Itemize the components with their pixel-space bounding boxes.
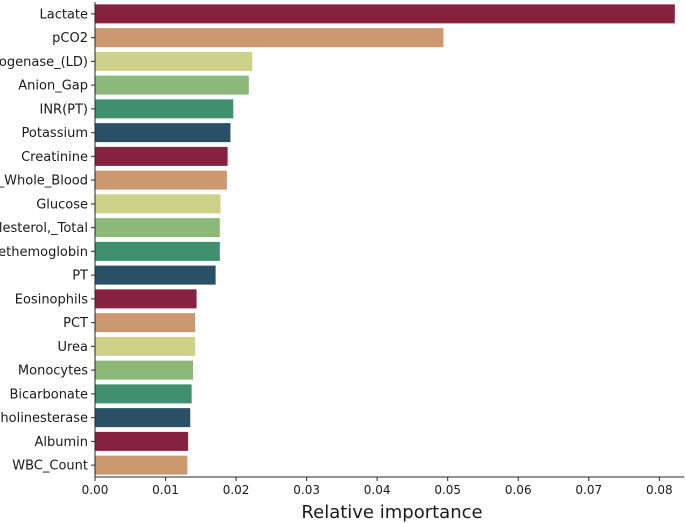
category-labels-group: Lactate pCO2 rogenase_(LD) Anion_Gap INR(PT)… [0, 7, 95, 474]
category-label: Cholinesterase [0, 411, 88, 426]
category-label: Methemoglobin [0, 245, 88, 260]
bar [95, 313, 196, 333]
category-label: PT [72, 269, 88, 284]
bar [95, 170, 227, 190]
category-label: Bicarbonate [10, 387, 89, 402]
category-label: rogenase_(LD) [0, 55, 88, 70]
bar [95, 123, 231, 143]
x-tick-label: 0.06 [505, 483, 532, 497]
category-label: Anion_Gap [18, 79, 88, 94]
bar [95, 241, 220, 261]
bar [95, 408, 191, 428]
x-tick-label: 0.02 [223, 483, 250, 497]
bar [95, 218, 220, 238]
category-label: pCO2 [52, 31, 88, 46]
bar [95, 455, 188, 475]
category-label: Lactate [39, 7, 88, 22]
bar [95, 4, 675, 24]
x-tick-label: 0.01 [152, 483, 179, 497]
bar [95, 99, 234, 119]
x-tick-label: 0.08 [646, 483, 673, 497]
category-label: PCT [63, 316, 88, 331]
bar [95, 289, 197, 309]
bar [95, 75, 249, 95]
bar [95, 431, 189, 451]
bar [95, 51, 253, 71]
category-label: Eosinophils [15, 292, 88, 307]
bar [95, 194, 221, 214]
category-label: Creatinine [21, 150, 88, 165]
bar [95, 360, 194, 380]
x-tick-label: 0.07 [575, 483, 602, 497]
x-tick-label: 0.04 [364, 483, 391, 497]
bar [95, 28, 444, 48]
bar [95, 146, 228, 166]
category-label: Potassium [22, 126, 88, 141]
x-axis-label: Relative importance [301, 502, 482, 523]
category-label: olesterol,_Total [0, 221, 88, 236]
category-label: Albumin [34, 435, 88, 450]
bar [95, 336, 196, 356]
category-label: Urea [57, 340, 88, 355]
category-label: WBC_Count [12, 459, 88, 474]
x-tick-label: 0.05 [434, 483, 461, 497]
x-ticks-group: 0.00 0.01 0.02 0.03 0.04 0.05 0.06 0.07 0.08 [82, 477, 673, 497]
x-tick-label: 0.03 [293, 483, 320, 497]
category-label: _Whole_Blood [0, 174, 88, 189]
bar [95, 384, 192, 404]
bars-group [95, 4, 675, 475]
x-tick-label: 0.00 [82, 483, 109, 497]
bar [95, 265, 216, 285]
category-label: Glucose [36, 197, 88, 212]
category-label: INR(PT) [39, 102, 88, 117]
category-label: Monocytes [18, 364, 88, 379]
